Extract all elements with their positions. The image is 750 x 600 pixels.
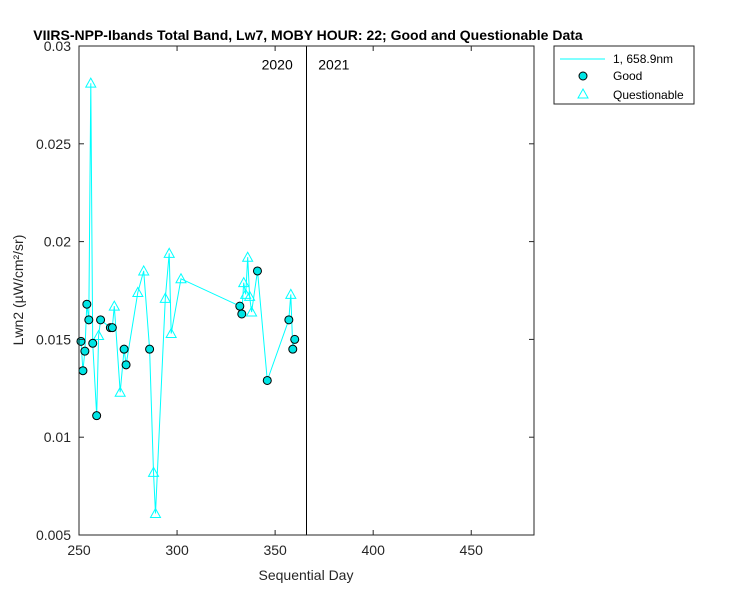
good-point [119,344,129,354]
data-marks: 2020 2021 [76,46,350,535]
y-tick-label: 0.01 [44,429,71,445]
questionable-point [108,300,121,311]
good-point [107,323,117,333]
y-tick-label: 0.005 [36,527,71,543]
good-point [284,315,294,325]
questionable-point [159,292,172,303]
questionable-point [131,286,144,297]
chart-title: VIIRS-NPP-Ibands Total Band, Lw7, MOBY H… [33,27,583,43]
x-tick-label: 450 [460,542,484,558]
good-point [237,309,247,319]
questionable-point [175,272,187,284]
good-point [84,315,94,325]
axes: 250 300 350 400 450 0.005 0.01 0.015 0.02 0.025 0.… [36,38,535,558]
questionable-point [241,251,254,262]
good-point [290,334,300,344]
questionable-point [147,466,160,477]
x-tick-label: 400 [362,542,386,558]
good-point [80,346,90,356]
questionable-point [149,507,162,518]
x-tick-label: 250 [67,542,91,558]
questionable-point [114,386,127,397]
good-point [145,344,155,354]
series-line [80,83,296,514]
x-tick-label: 350 [263,542,287,558]
legend-entry-questionable: Questionable [613,88,684,102]
questionable-point [284,288,297,299]
year-annotation: 2020 [262,56,293,72]
legend-circle-swatch [578,71,588,81]
legend: 1, 658.9nm Good Questionable [553,45,695,105]
legend-box [553,45,695,105]
legend-triangle-swatch [577,87,589,99]
good-point [82,299,92,309]
x-tick-label: 300 [165,542,189,558]
questionable-point [137,264,150,276]
good-point [96,315,106,325]
good-point [92,411,102,421]
questionable-point [165,327,178,339]
questionable-point [237,276,250,288]
legend-entry-line: 1, 658.9nm [613,52,673,66]
y-tick-label: 0.02 [44,234,71,250]
axes-box [78,45,535,536]
questionable-point [243,290,256,301]
good-point [78,366,88,376]
good-point [235,301,245,311]
legend-entry-good: Good [613,69,642,83]
good-point [76,336,86,346]
y-tick-label: 0.03 [44,38,71,54]
x-axis-label: Sequential Day [259,567,354,583]
questionable-point [245,305,258,317]
good-point [262,375,272,385]
year-annotation: 2021 [318,56,349,72]
good-point [288,344,298,354]
questionable-point [92,329,105,340]
y-tick-label: 0.025 [36,136,71,152]
good-point [252,266,262,276]
y-tick-label: 0.015 [36,331,71,347]
good-point [121,360,131,370]
questionable-point [163,247,176,258]
y-axis-label: Lwn2 (µW/cm²/sr) [10,235,26,346]
good-point [88,338,98,348]
questionable-point [84,77,97,88]
